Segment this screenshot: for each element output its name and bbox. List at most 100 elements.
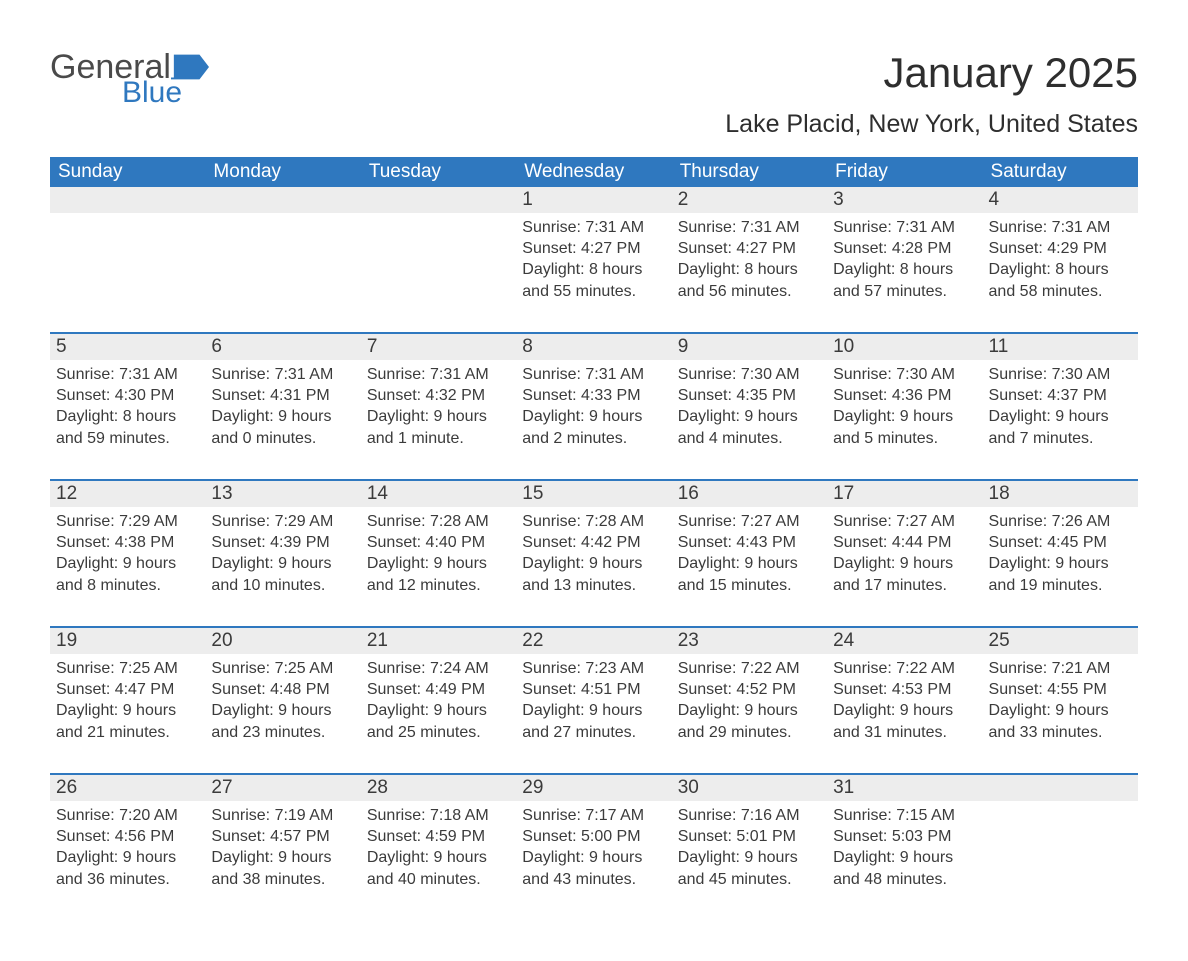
day-number: 2 [672,187,827,213]
weekday-header: Sunday [50,157,205,187]
flag-icon [171,54,209,80]
sunrise-text: Sunrise: 7:31 AM [367,364,510,385]
day-cell: Sunrise: 7:30 AMSunset: 4:35 PMDaylight:… [672,360,827,480]
day-cell: Sunrise: 7:22 AMSunset: 4:53 PMDaylight:… [827,654,982,774]
day-cell: Sunrise: 7:21 AMSunset: 4:55 PMDaylight:… [983,654,1138,774]
day-number: 24 [827,627,982,654]
weekday-header: Thursday [672,157,827,187]
sunset-text: Sunset: 4:56 PM [56,826,199,847]
sunset-text: Sunset: 4:57 PM [211,826,354,847]
day-cell [983,801,1138,921]
calendar-page: General Blue January 2025 Lake Placid, N… [0,0,1188,961]
day-cell: Sunrise: 7:15 AMSunset: 5:03 PMDaylight:… [827,801,982,921]
day-number: 6 [205,333,360,360]
day-cell: Sunrise: 7:25 AMSunset: 4:48 PMDaylight:… [205,654,360,774]
day-number [983,774,1138,801]
daylight-text: Daylight: 9 hours and 25 minutes. [367,700,510,742]
calendar-table: SundayMondayTuesdayWednesdayThursdayFrid… [50,157,1138,921]
brand-logo: General Blue [50,50,211,114]
day-number: 5 [50,333,205,360]
day-cell: Sunrise: 7:30 AMSunset: 4:37 PMDaylight:… [983,360,1138,480]
day-cell: Sunrise: 7:31 AMSunset: 4:31 PMDaylight:… [205,360,360,480]
sunrise-text: Sunrise: 7:26 AM [989,511,1132,532]
sunset-text: Sunset: 4:27 PM [678,238,821,259]
sunset-text: Sunset: 4:43 PM [678,532,821,553]
day-cell: Sunrise: 7:27 AMSunset: 4:43 PMDaylight:… [672,507,827,627]
location-label: Lake Placid, New York, United States [725,110,1138,139]
daylight-text: Daylight: 9 hours and 27 minutes. [522,700,665,742]
sunset-text: Sunset: 4:30 PM [56,385,199,406]
day-cell: Sunrise: 7:27 AMSunset: 4:44 PMDaylight:… [827,507,982,627]
day-number: 11 [983,333,1138,360]
day-content-row: Sunrise: 7:31 AMSunset: 4:30 PMDaylight:… [50,360,1138,480]
daylight-text: Daylight: 9 hours and 48 minutes. [833,847,976,889]
day-cell: Sunrise: 7:17 AMSunset: 5:00 PMDaylight:… [516,801,671,921]
daylight-text: Daylight: 9 hours and 40 minutes. [367,847,510,889]
day-number: 20 [205,627,360,654]
day-cell: Sunrise: 7:22 AMSunset: 4:52 PMDaylight:… [672,654,827,774]
day-number: 27 [205,774,360,801]
sunset-text: Sunset: 4:39 PM [211,532,354,553]
day-cell: Sunrise: 7:24 AMSunset: 4:49 PMDaylight:… [361,654,516,774]
day-number-row: 19202122232425 [50,627,1138,654]
day-number: 1 [516,187,671,213]
day-number: 23 [672,627,827,654]
day-number: 7 [361,333,516,360]
day-number: 22 [516,627,671,654]
sunset-text: Sunset: 4:51 PM [522,679,665,700]
sunrise-text: Sunrise: 7:28 AM [367,511,510,532]
sunset-text: Sunset: 4:48 PM [211,679,354,700]
day-cell: Sunrise: 7:16 AMSunset: 5:01 PMDaylight:… [672,801,827,921]
day-cell: Sunrise: 7:28 AMSunset: 4:40 PMDaylight:… [361,507,516,627]
sunrise-text: Sunrise: 7:29 AM [56,511,199,532]
daylight-text: Daylight: 9 hours and 31 minutes. [833,700,976,742]
day-cell: Sunrise: 7:20 AMSunset: 4:56 PMDaylight:… [50,801,205,921]
daylight-text: Daylight: 9 hours and 38 minutes. [211,847,354,889]
day-number: 9 [672,333,827,360]
day-cell: Sunrise: 7:31 AMSunset: 4:33 PMDaylight:… [516,360,671,480]
sunset-text: Sunset: 4:52 PM [678,679,821,700]
sunrise-text: Sunrise: 7:27 AM [678,511,821,532]
day-cell: Sunrise: 7:29 AMSunset: 4:39 PMDaylight:… [205,507,360,627]
sunset-text: Sunset: 4:29 PM [989,238,1132,259]
month-title: January 2025 [725,50,1138,96]
day-cell: Sunrise: 7:31 AMSunset: 4:30 PMDaylight:… [50,360,205,480]
day-cell: Sunrise: 7:28 AMSunset: 4:42 PMDaylight:… [516,507,671,627]
daylight-text: Daylight: 9 hours and 36 minutes. [56,847,199,889]
header: General Blue January 2025 Lake Placid, N… [50,50,1138,139]
sunset-text: Sunset: 5:03 PM [833,826,976,847]
daylight-text: Daylight: 9 hours and 45 minutes. [678,847,821,889]
day-cell: Sunrise: 7:31 AMSunset: 4:27 PMDaylight:… [672,213,827,333]
daylight-text: Daylight: 9 hours and 29 minutes. [678,700,821,742]
daylight-text: Daylight: 9 hours and 19 minutes. [989,553,1132,595]
daylight-text: Daylight: 9 hours and 1 minute. [367,406,510,448]
sunrise-text: Sunrise: 7:31 AM [522,364,665,385]
sunrise-text: Sunrise: 7:31 AM [522,217,665,238]
day-cell [361,213,516,333]
day-cell [205,213,360,333]
daylight-text: Daylight: 9 hours and 33 minutes. [989,700,1132,742]
day-number: 4 [983,187,1138,213]
sunset-text: Sunset: 5:00 PM [522,826,665,847]
day-cell: Sunrise: 7:31 AMSunset: 4:28 PMDaylight:… [827,213,982,333]
sunrise-text: Sunrise: 7:17 AM [522,805,665,826]
daylight-text: Daylight: 9 hours and 10 minutes. [211,553,354,595]
day-number: 25 [983,627,1138,654]
weekday-header: Friday [827,157,982,187]
sunset-text: Sunset: 4:28 PM [833,238,976,259]
day-number: 16 [672,480,827,507]
sunset-text: Sunset: 4:47 PM [56,679,199,700]
sunset-text: Sunset: 4:37 PM [989,385,1132,406]
daylight-text: Daylight: 8 hours and 59 minutes. [56,406,199,448]
day-number: 31 [827,774,982,801]
sunset-text: Sunset: 4:32 PM [367,385,510,406]
weekday-header: Saturday [983,157,1138,187]
sunrise-text: Sunrise: 7:18 AM [367,805,510,826]
sunrise-text: Sunrise: 7:31 AM [211,364,354,385]
daylight-text: Daylight: 9 hours and 7 minutes. [989,406,1132,448]
day-number: 19 [50,627,205,654]
day-number: 12 [50,480,205,507]
day-number: 13 [205,480,360,507]
day-content-row: Sunrise: 7:31 AMSunset: 4:27 PMDaylight:… [50,213,1138,333]
sunset-text: Sunset: 4:59 PM [367,826,510,847]
